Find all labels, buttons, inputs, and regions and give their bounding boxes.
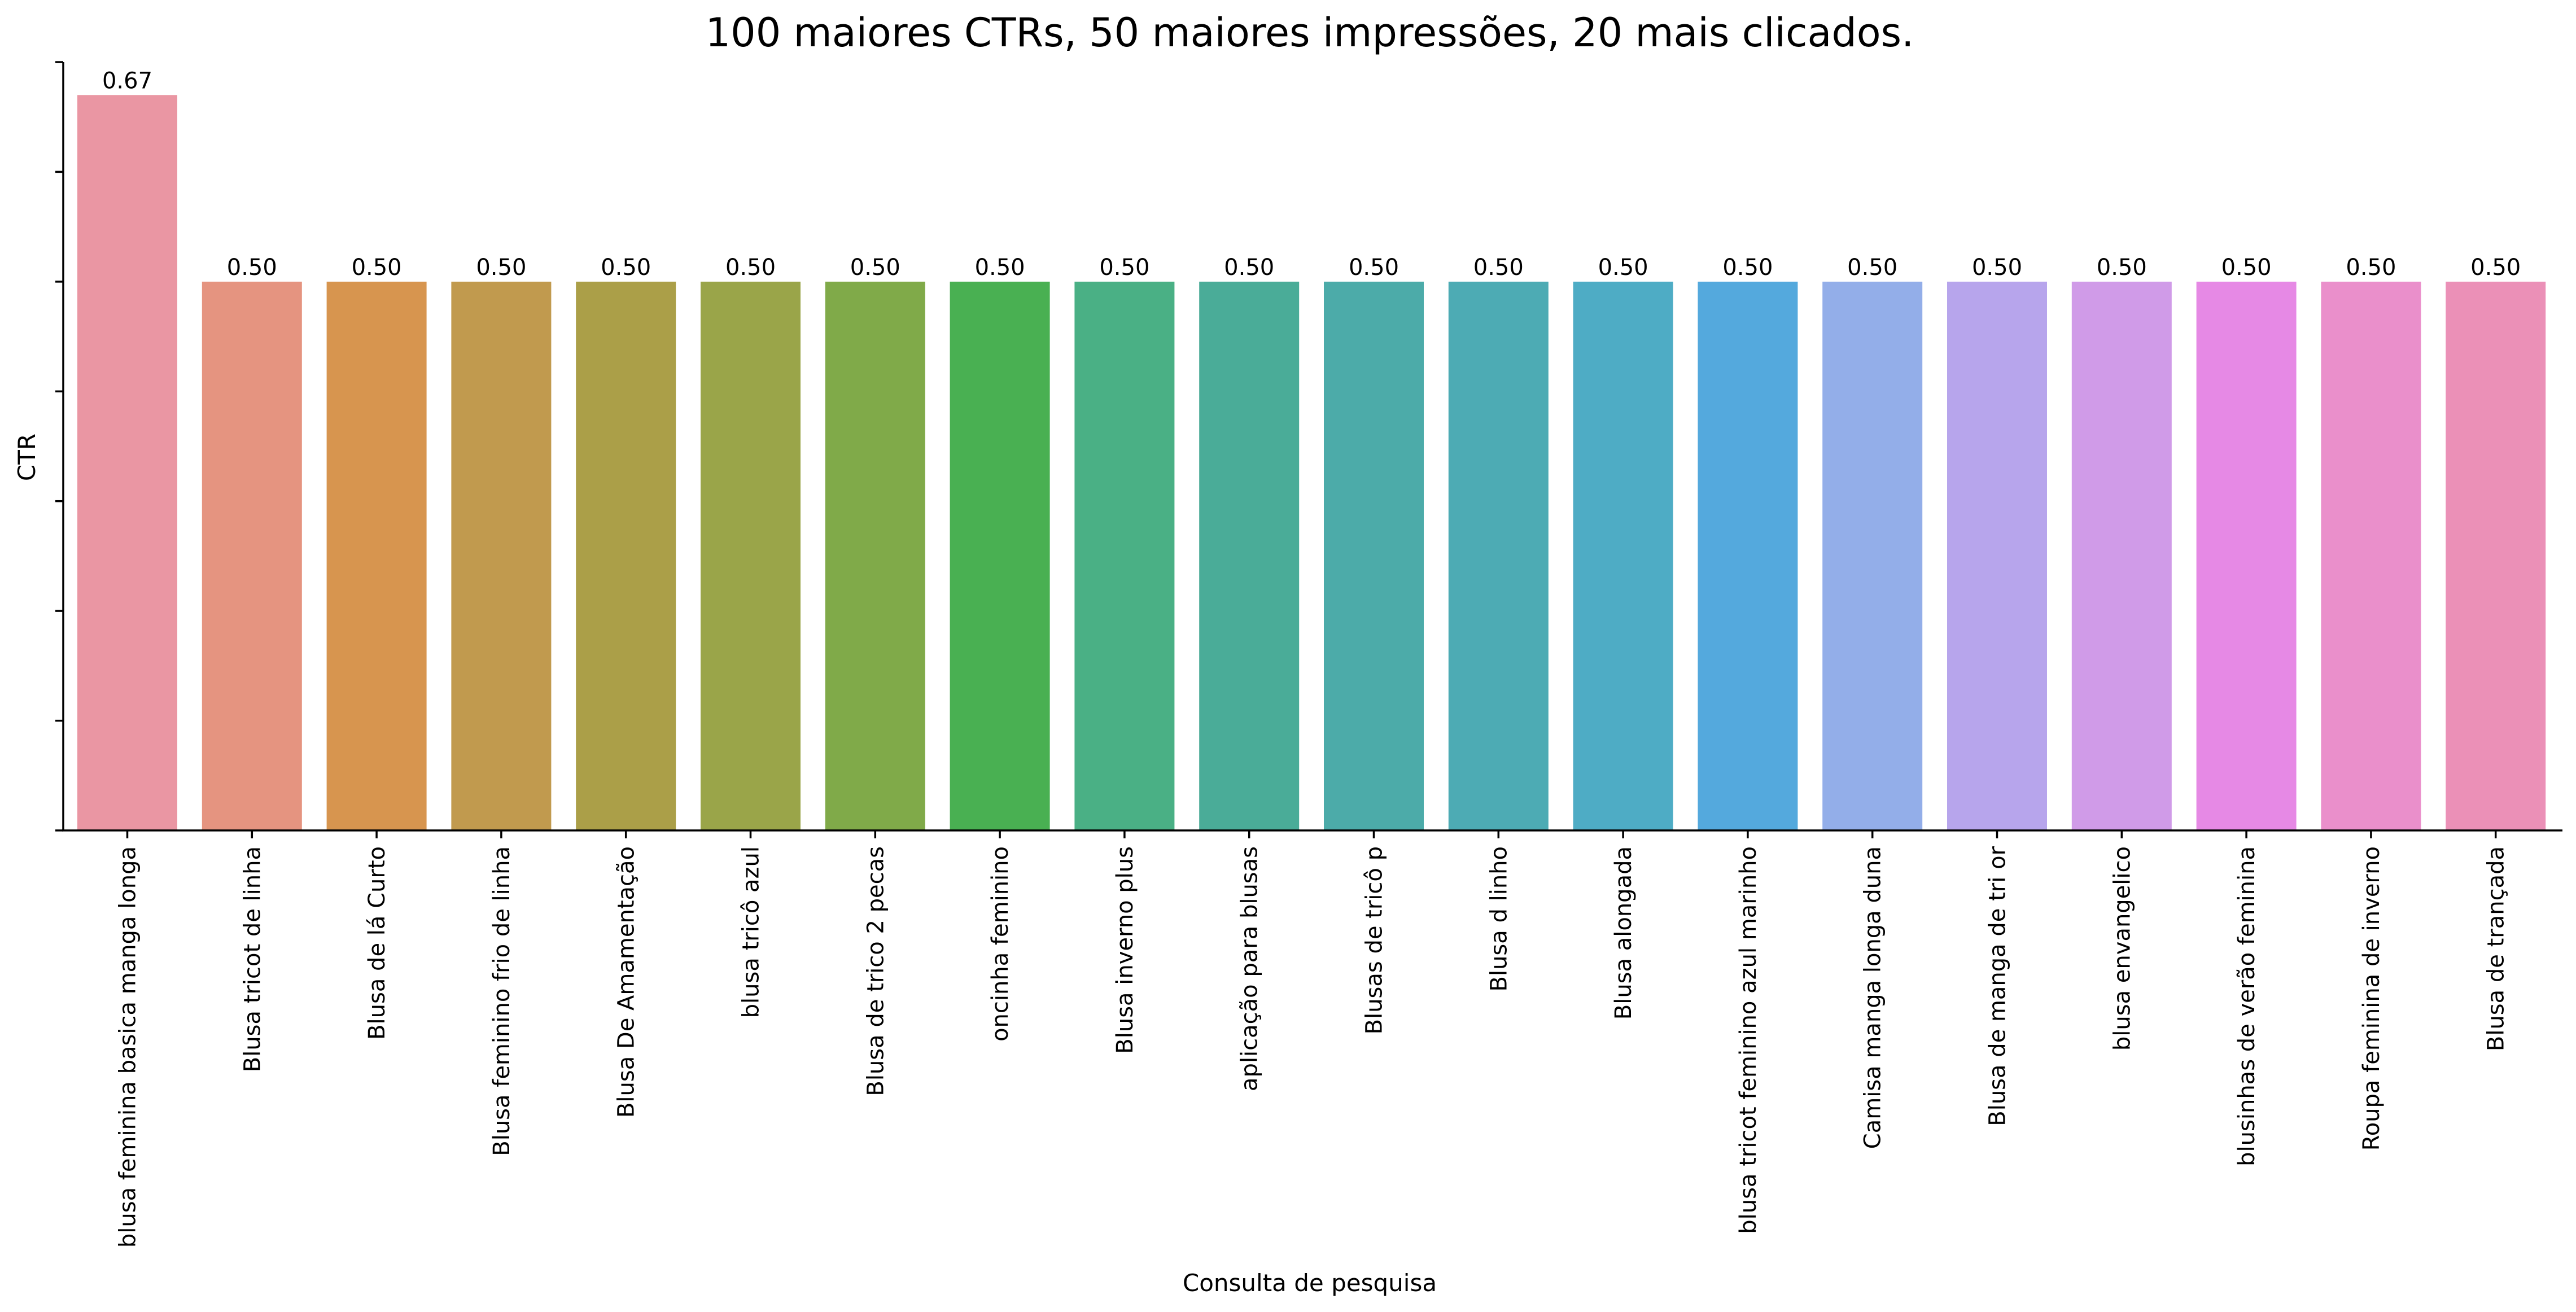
- bar-value-label: 0.50: [2097, 255, 2147, 281]
- bar-value-label: 0.50: [1099, 255, 1149, 281]
- x-tick-label: blusa tricô azul: [738, 846, 764, 1018]
- bar-value-label: 0.50: [1972, 255, 2022, 281]
- x-tick-label: oncinha feminino: [987, 846, 1013, 1042]
- bar-value-label: 0.50: [1598, 255, 1648, 281]
- bar-value-label: 0.50: [1473, 255, 1524, 281]
- bar: [1822, 281, 1923, 830]
- x-tick-label: Blusa de manga de tri or: [1985, 846, 2011, 1126]
- bar: [1698, 281, 1798, 830]
- bar: [451, 281, 552, 830]
- bar-value-label: 0.50: [2221, 255, 2272, 281]
- x-tick-label: Camisa manga longa duna: [1860, 846, 1886, 1149]
- bar-value-label: 0.50: [476, 255, 526, 281]
- bar-value-label: 0.50: [1224, 255, 1274, 281]
- bar-value-label: 0.50: [725, 255, 776, 281]
- x-tick-label: Blusa tricot de linha: [239, 846, 265, 1072]
- x-tick-label: Blusa De Amamentação: [614, 846, 640, 1118]
- bar-value-label: 0.50: [850, 255, 900, 281]
- bar: [2446, 281, 2546, 830]
- bar: [202, 281, 302, 830]
- x-axis-label: Consulta de pesquisa: [1183, 1269, 1437, 1297]
- bar: [2196, 281, 2297, 830]
- bar-value-label: 0.50: [601, 255, 651, 281]
- x-tick-label: Blusa d linho: [1486, 846, 1512, 991]
- x-tick-label: blusinhas de verão feminina: [2234, 846, 2260, 1166]
- bar: [1074, 281, 1175, 830]
- y-axis-ticks: [55, 61, 63, 832]
- bar-value-label: 0.50: [2470, 255, 2521, 281]
- bar-value-label: 0.50: [352, 255, 402, 281]
- x-tick-label: Blusas de tricô p: [1362, 846, 1388, 1034]
- x-tick-label: blusa tricot feminino azul marinho: [1735, 846, 1761, 1234]
- bar: [950, 281, 1050, 830]
- bar: [1947, 281, 2047, 830]
- bar: [1199, 281, 1300, 830]
- x-tick-label: Blusa feminino frio de linha: [489, 846, 515, 1156]
- bar-value-label: 0.50: [227, 255, 277, 281]
- x-tick-label: Blusa de trançada: [2483, 846, 2509, 1051]
- chart-title: 100 maiores CTRs, 50 maiores impressões,…: [706, 10, 1914, 56]
- bar: [825, 281, 925, 830]
- x-axis-ticks: blusa feminina basica manga longa Blusa t…: [115, 830, 2509, 1248]
- x-tick-label: aplicação para blusas: [1237, 846, 1263, 1091]
- bar-value-label: 0.50: [1349, 255, 1399, 281]
- y-axis-label: CTR: [13, 434, 41, 481]
- bar: [1573, 281, 1673, 830]
- x-tick-label: blusa feminina basica manga longa: [115, 846, 141, 1248]
- bar-value-label: 0.50: [975, 255, 1025, 281]
- x-tick-label: blusa envangelico: [2109, 846, 2135, 1051]
- bar: [1324, 281, 1424, 830]
- bar: [701, 281, 801, 830]
- bar: [2071, 281, 2172, 830]
- bar: [326, 281, 427, 830]
- bar-value-label: 0.50: [1847, 255, 1897, 281]
- bar-value-label: 0.67: [102, 68, 152, 94]
- bar: [576, 281, 676, 830]
- bar: [77, 95, 177, 830]
- bars-group: 0.67 0.50 0.50 0.50 0.50 0.50 0.50 0.50 0.50 0.50…: [77, 68, 2546, 830]
- bar-value-label: 0.50: [1722, 255, 1773, 281]
- x-tick-label: Blusa alongada: [1611, 846, 1637, 1020]
- bar-value-label: 0.50: [2346, 255, 2396, 281]
- x-tick-label: Blusa inverno plus: [1112, 846, 1138, 1054]
- bar: [2321, 281, 2421, 830]
- x-tick-label: Blusa de lá Curto: [364, 846, 390, 1040]
- bar: [1448, 281, 1549, 830]
- x-tick-label: Roupa feminina de inverno: [2359, 846, 2385, 1151]
- x-tick-label: Blusa de trico 2 pecas: [863, 846, 889, 1096]
